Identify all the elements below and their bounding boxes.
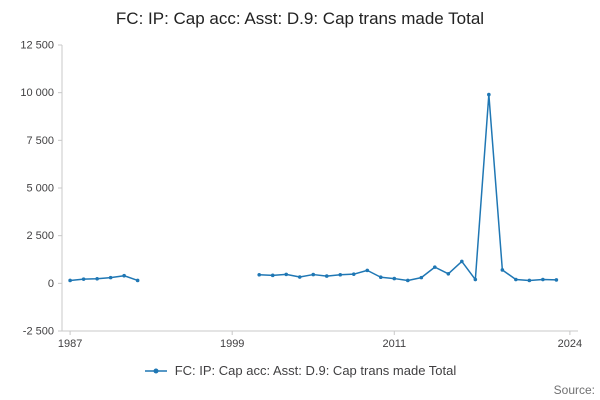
- data-point: [284, 272, 289, 277]
- data-point: [338, 272, 343, 277]
- data-point: [460, 259, 464, 264]
- source-label: Source:: [553, 383, 595, 397]
- y-tick-label: 7 500: [26, 135, 54, 147]
- data-point: [311, 272, 316, 277]
- data-point: [95, 276, 99, 281]
- data-point: [257, 272, 262, 277]
- data-point: [108, 275, 113, 280]
- x-tick-label: 2011: [382, 338, 406, 350]
- data-point: [419, 275, 424, 280]
- y-tick-label: -2 500: [23, 326, 54, 338]
- chart-legend: FC: IP: Cap acc: Asst: D.9: Cap trans ma…: [0, 363, 600, 378]
- y-tick-label: 0: [48, 278, 54, 290]
- data-point: [392, 276, 397, 281]
- data-point: [324, 274, 329, 278]
- data-point: [473, 277, 478, 282]
- data-point: [270, 273, 275, 278]
- data-point: [554, 278, 559, 282]
- legend-label: FC: IP: Cap acc: Asst: D.9: Cap trans ma…: [174, 363, 457, 378]
- y-tick-label: 5 000: [26, 183, 54, 195]
- data-point: [68, 278, 72, 283]
- series-line: [258, 93, 558, 282]
- y-tick-label: 2 500: [26, 230, 54, 242]
- data-point: [487, 92, 491, 97]
- data-point: [81, 277, 86, 281]
- data-point: [541, 277, 545, 282]
- data-point: [527, 278, 532, 283]
- line-chart: -2 500 0 2 500 5 000 7 500 10 000 12 500 1987 19…: [20, 40, 582, 351]
- data-point: [514, 277, 518, 282]
- x-tick-label: 1987: [58, 338, 82, 350]
- data-point: [406, 278, 410, 283]
- data-point: [378, 275, 383, 280]
- data-point: [297, 275, 302, 279]
- y-tick-label: 10 000: [20, 87, 54, 99]
- data-point: [122, 273, 126, 278]
- data-point: [433, 265, 437, 269]
- x-tick-label: 1999: [220, 338, 244, 350]
- legend-item[interactable]: FC: IP: Cap acc: Asst: D.9: Cap trans ma…: [144, 363, 457, 378]
- y-tick-label: 12 500: [20, 40, 54, 52]
- data-point: [135, 278, 140, 283]
- data-point: [500, 268, 505, 272]
- data-point: [365, 268, 370, 273]
- legend-line-icon: [144, 368, 167, 373]
- series-line: [69, 274, 139, 282]
- x-tick-label: 2024: [558, 338, 582, 350]
- data-point: [446, 272, 451, 276]
- chart-title: FC: IP: Cap acc: Asst: D.9: Cap trans ma…: [115, 9, 485, 28]
- data-point: [351, 272, 356, 276]
